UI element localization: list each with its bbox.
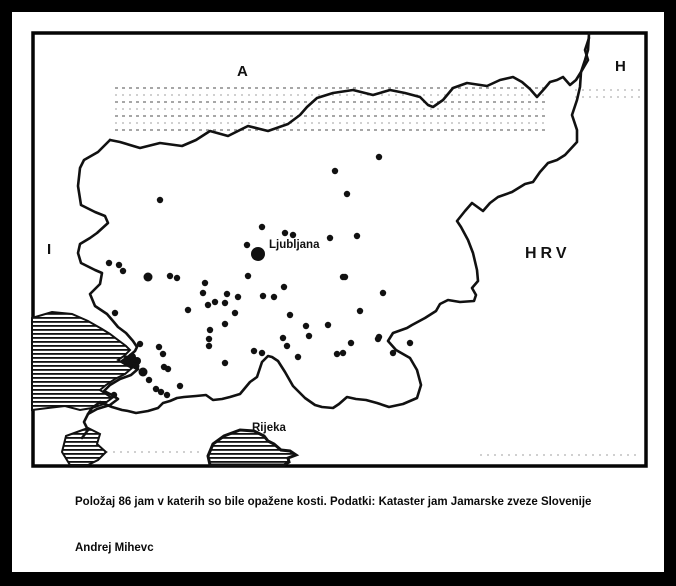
cave-dot [324,321,332,329]
cave-dot [221,359,229,367]
cave-dot [173,274,181,282]
cave-dot [143,272,153,282]
cave-dot [343,190,351,198]
cave-dot [280,283,288,291]
cave-dot [206,326,214,334]
cave-dot [259,292,267,300]
cave-dot [375,153,383,161]
cave-dot [279,334,287,342]
cave-dot [251,247,265,261]
country-label-hungary: H [615,58,626,75]
cave-dot [305,332,313,340]
cave-dot [119,267,127,275]
cave-dot [164,365,172,373]
cave-dot [234,293,242,301]
scan-artifact-lines [85,87,640,456]
cave-dot [258,223,266,231]
cave-dot [163,391,171,399]
cave-dot [331,167,339,175]
cave-dot [221,299,229,307]
sea-hatch-bottom-left [60,426,108,466]
caption-line1: Položaj 86 jam v katerih so bile opažene… [75,496,591,508]
sea-hatch-gulf-of-trieste [31,310,134,412]
cave-dot [132,362,140,370]
cave-dot [157,388,165,396]
cave-dot [250,347,258,355]
border-austria-north [108,32,591,150]
cave-dot [406,339,414,347]
cave-dot [283,342,291,350]
cave-dot [347,339,355,347]
cave-dot [302,322,310,330]
cave-dot [184,306,192,314]
cave-dot [199,289,207,297]
cave-dot [211,298,219,306]
cave-dot [159,350,167,358]
cave-dot [145,376,153,384]
cave-dot [205,335,213,343]
cave-dot [286,311,294,319]
city-label-ljubljana: Ljubljana [269,239,320,251]
cave-dot [356,307,364,315]
cave-dot [152,385,160,393]
cave-dot [243,241,251,249]
cave-dot [105,259,113,267]
cave-dot [176,382,184,390]
country-label-austria: A [237,63,248,80]
cave-dot [136,340,144,348]
country-label-croatia: HRV [525,245,571,262]
cave-dot [204,301,212,309]
cave-dot [221,320,229,328]
cave-dot [258,349,266,357]
cave-dot [155,343,163,351]
cave-dot [166,272,174,280]
country-label-italy: I [47,241,51,258]
cave-dot [270,293,278,301]
cave-dot [389,349,397,357]
cave-dot [123,355,131,363]
border-hungary-croatia-eastsouth [86,36,591,416]
cave-dot [223,290,231,298]
cave-dot [201,279,209,287]
cave-dot [111,309,119,317]
cave-dot [115,261,123,269]
cave-dot [341,273,349,281]
cave-dot [326,234,334,242]
cave-dot [379,289,387,297]
cave-dot [110,391,118,399]
cave-dot [231,309,239,317]
cave-dot [138,367,148,377]
map-frame [31,31,648,468]
cave-dot [294,353,302,361]
cave-dot [205,342,213,350]
sea-hatch-rijeka-gulf [206,428,300,467]
cave-dot [289,231,297,239]
caption-line2-author: Andrej Mihevc [75,542,154,554]
cave-dot [353,232,361,240]
city-label-rijeka: Rijeka [252,422,286,434]
cave-dot [281,229,289,237]
cave-dots-layer [105,153,414,399]
cave-dot [244,272,252,280]
cave-dot [156,196,164,204]
cave-dot [375,333,383,341]
cave-dot [333,350,341,358]
cave-dot [339,349,347,357]
